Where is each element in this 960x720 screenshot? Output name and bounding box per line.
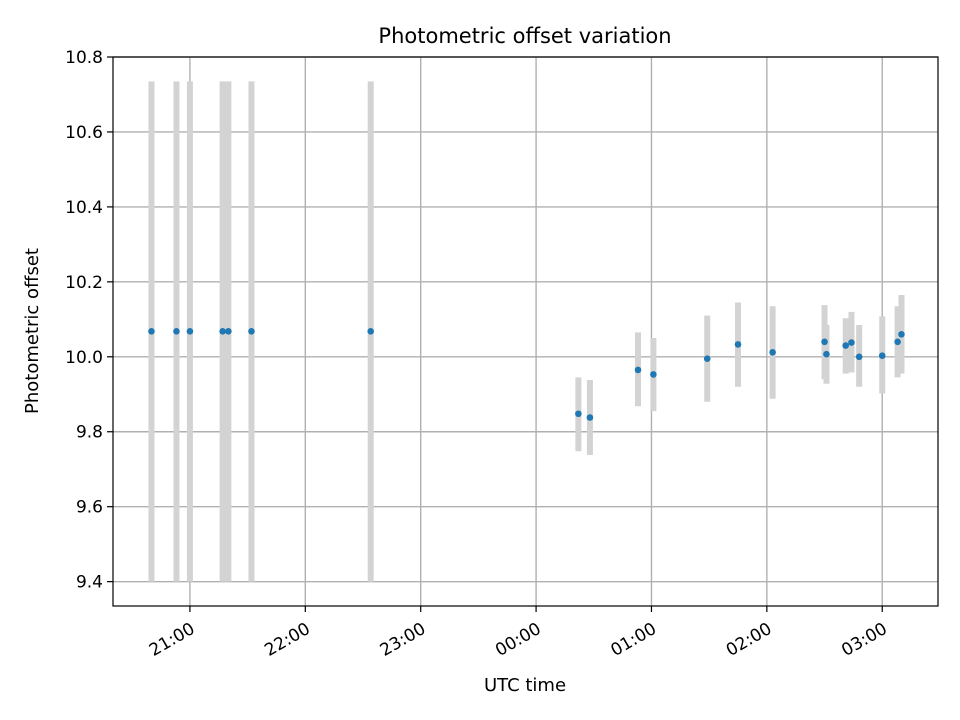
y-tick-label: 9.8	[76, 423, 103, 443]
data-point	[823, 350, 830, 358]
data-point	[634, 366, 642, 374]
data-point	[219, 328, 226, 335]
data-point	[703, 355, 711, 362]
x-tick-label: 23:00	[377, 619, 429, 661]
data-point	[148, 328, 155, 335]
data-point	[173, 328, 180, 335]
x-ticks: 21:00 22:00 23:00 00:00 01:00 02:00 03:00	[146, 606, 891, 661]
data-point	[367, 328, 374, 335]
data-point	[842, 342, 849, 349]
chart-title: Photometric offset variation	[378, 24, 671, 48]
data-point	[248, 328, 255, 335]
y-tick-label: 10.4	[65, 198, 103, 218]
data-point	[769, 348, 776, 356]
data-points	[148, 328, 905, 421]
x-tick-label: 02:00	[723, 619, 775, 661]
y-tick-label: 10.8	[65, 48, 103, 68]
y-tick-label: 9.4	[76, 573, 103, 593]
y-tick-label: 10.0	[65, 348, 103, 368]
x-tick-label: 01:00	[608, 619, 660, 661]
x-tick-label: 22:00	[261, 619, 313, 661]
data-point	[575, 410, 582, 418]
data-point	[225, 328, 232, 335]
y-ticks: 9.4 9.6 9.8 10.0 10.2 10.4 10.6 10.8	[65, 48, 113, 593]
grid-layer	[113, 56, 938, 606]
data-point	[855, 353, 863, 361]
x-tick-label: 00:00	[492, 619, 544, 661]
x-tick-label: 21:00	[146, 619, 198, 661]
x-tick-label: 03:00	[838, 619, 890, 661]
data-point	[898, 331, 905, 338]
data-point	[186, 328, 194, 335]
data-point	[650, 371, 657, 378]
data-point	[894, 338, 901, 346]
data-point	[878, 352, 886, 359]
data-point	[734, 341, 742, 348]
data-point	[848, 339, 855, 346]
y-tick-label: 9.6	[76, 498, 103, 518]
y-tick-label: 10.6	[65, 123, 103, 143]
data-point	[586, 414, 594, 421]
x-axis-label: UTC time	[484, 675, 566, 696]
y-tick-label: 10.2	[65, 273, 103, 293]
y-axis-label: Photometric offset	[22, 248, 43, 414]
data-point	[821, 338, 828, 346]
plot-frame	[112, 56, 939, 607]
